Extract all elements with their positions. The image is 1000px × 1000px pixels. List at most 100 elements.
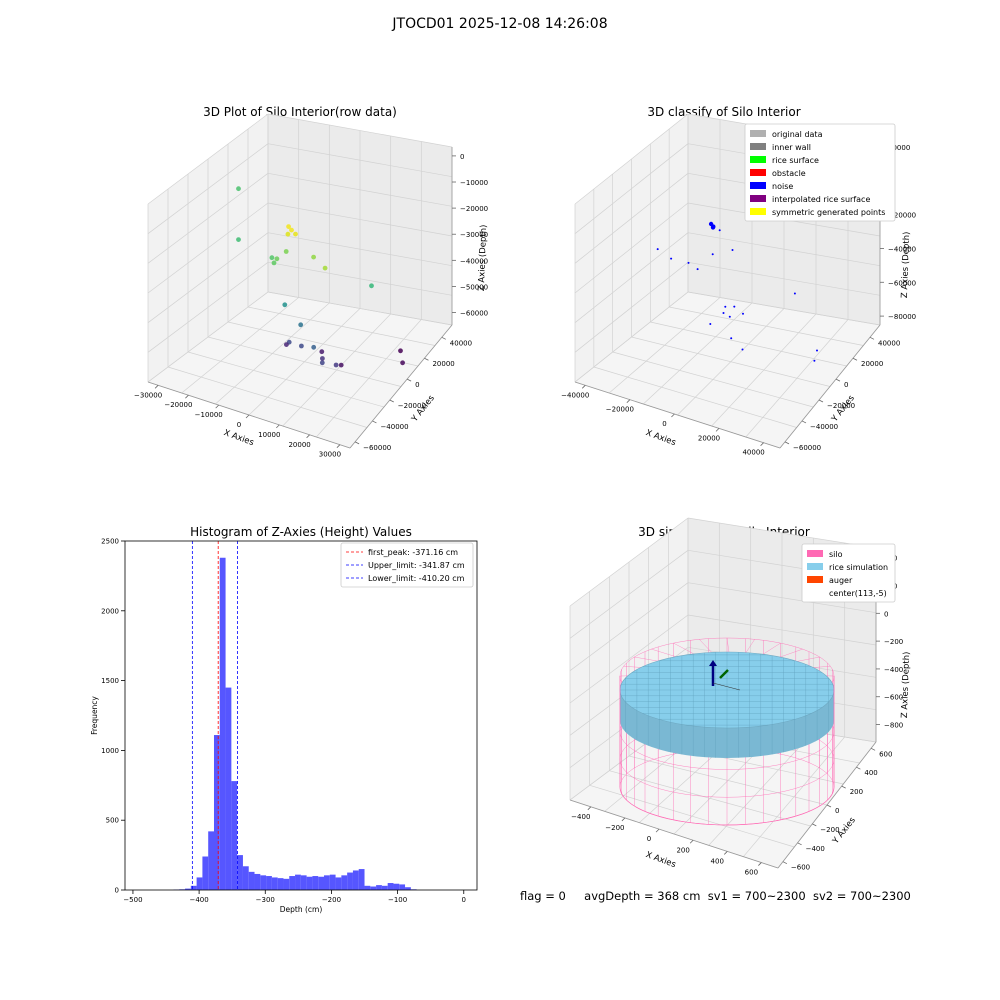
auger-arrow-icon: [709, 660, 717, 666]
legend-box: [801, 543, 896, 603]
legend-label: Lower_limit: -410.20 cm: [368, 574, 465, 583]
y-tick-label: −400: [806, 845, 825, 853]
legend-label: Upper_limit: -341.87 cm: [368, 561, 465, 570]
x-tick: [587, 806, 592, 811]
histogram-bar: [196, 877, 203, 890]
x-tick: [185, 394, 189, 399]
legend-label: interpolated rice surface: [772, 195, 870, 204]
y-tick-label: −40000: [810, 423, 838, 431]
grid-line: [687, 291, 881, 326]
legend-label: rice simulation: [829, 563, 888, 572]
grid-line: [267, 113, 453, 148]
histogram-bar: [312, 876, 319, 890]
x-axis-line: [569, 799, 779, 869]
data-point: [271, 260, 277, 266]
histogram-bar: [335, 877, 342, 890]
legend-label: auger: [829, 576, 853, 585]
histogram-bar: [254, 873, 261, 890]
y-tick-label: −40000: [380, 423, 408, 431]
histogram-bar: [306, 876, 313, 890]
histogram-bar: [185, 888, 191, 890]
chart-title: 3D classify of Silo Interior: [647, 105, 800, 119]
legend-swatch: [750, 169, 766, 176]
data-point: [338, 362, 344, 368]
x-axis-line: [574, 381, 781, 449]
data-point: [322, 265, 328, 271]
x-axis-label: X Axies: [644, 850, 677, 870]
histogram-bar: [190, 885, 197, 890]
grid-line: [743, 736, 845, 857]
z-tick-label: −50000: [460, 283, 488, 291]
floor-pane: [575, 292, 880, 448]
x-tick-label: −20000: [606, 406, 634, 414]
z-tick-label: −400: [884, 666, 903, 674]
z-tick-label: 20000: [888, 144, 910, 152]
grid-line: [147, 113, 269, 205]
legend-swatch: [807, 550, 823, 557]
x-tick: [245, 414, 250, 419]
data-point: [333, 362, 339, 368]
grid-line: [574, 143, 689, 234]
histogram-bar: [352, 870, 359, 890]
data-point: [731, 249, 734, 251]
y-tick-label: 0: [115, 887, 119, 895]
grid-line: [687, 517, 877, 549]
y-tick-label: −20000: [398, 402, 426, 410]
data-point: [282, 302, 288, 308]
silo-front-bottom-ring: [619, 786, 835, 826]
histogram-bar: [381, 885, 388, 890]
plot-area: [125, 541, 477, 890]
chart-title: 3D Plot of Silo Interior(row data): [203, 105, 397, 119]
data-point: [730, 337, 733, 340]
x-axis-label: X Axies: [644, 428, 677, 448]
x-tick-label: 0: [662, 420, 666, 428]
y-tick: [870, 747, 876, 751]
simulation-3d-plot: 3D simulation of Silo Interior−400−20002…: [569, 517, 912, 877]
data-point: [793, 292, 796, 295]
legend-swatch: [807, 576, 823, 583]
data-point: [696, 268, 699, 271]
histogram-bar: [208, 831, 214, 890]
legend-swatch: [750, 143, 766, 150]
z-axis-label: Z Axies (Depth): [900, 231, 912, 298]
y-tick-label: 20000: [432, 360, 454, 368]
data-point: [741, 348, 744, 351]
histogram-bar: [295, 874, 301, 890]
y-tick: [372, 420, 377, 424]
x-tick-label: −20000: [164, 401, 192, 409]
histogram-bar: [347, 872, 353, 890]
raw-data-3d-plot: 3D Plot of Silo Interior(row data) −30000…: [134, 105, 489, 459]
data-point: [289, 227, 294, 233]
x-tick: [655, 828, 660, 833]
data-point: [269, 255, 275, 261]
floor-pane: [570, 712, 876, 868]
y-tick-label: −600: [791, 864, 810, 872]
z-tick-label: −20000: [888, 212, 916, 220]
histogram-bar: [213, 735, 220, 890]
y-tick: [835, 378, 841, 382]
y-tick: [441, 336, 446, 340]
y-tick: [406, 378, 412, 382]
histogram-bar: [248, 871, 255, 890]
x-axis-label: Depth (cm): [280, 905, 323, 914]
legend-swatch: [750, 156, 766, 163]
data-point: [274, 256, 280, 262]
legend-swatch: [750, 182, 766, 189]
x-tick: [715, 428, 720, 432]
x-tick: [723, 851, 728, 855]
data-point: [284, 342, 289, 347]
y-tick-label: −200: [820, 826, 839, 834]
chart-title: Histogram of Z-Axies (Height) Values: [190, 525, 412, 539]
data-point: [400, 360, 405, 366]
histogram-bar: [387, 883, 394, 890]
data-point: [711, 253, 714, 256]
data-point: [813, 359, 816, 362]
x-tick-label: 0: [237, 421, 241, 429]
grid-line: [267, 291, 453, 326]
data-point: [236, 237, 241, 243]
legend-label: silo: [829, 550, 843, 559]
grid-line: [147, 143, 269, 234]
x-tick-label: 20000: [288, 441, 310, 449]
data-point: [283, 249, 289, 254]
